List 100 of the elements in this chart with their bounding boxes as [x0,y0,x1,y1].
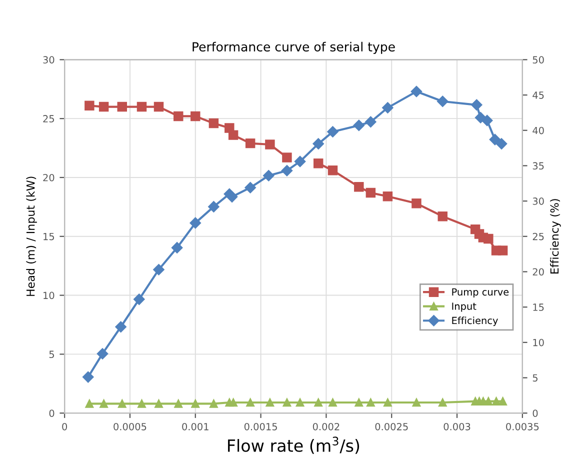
y-tick-label: 0 [49,410,54,417]
legend-label: Pump curve [452,288,509,298]
point [410,86,422,98]
point [353,120,365,132]
point [208,118,219,128]
point [191,400,200,408]
y-tick-label: 5 [49,350,54,358]
point [100,400,108,408]
point [438,211,448,222]
point [266,398,274,407]
point [382,191,393,202]
y2-tick-label: 20 [532,268,544,276]
x-tick-label: 0.0005 [114,422,146,430]
legend-label: Input [452,302,476,312]
y-tick-label: 15 [44,232,54,240]
x-tick-label: 0.002 [312,422,340,430]
y2-tick-label: 0 [532,410,538,417]
point [245,138,256,148]
point [328,166,338,176]
y-axis-title: Head (m) / Input (kW) [26,176,37,296]
point [281,165,293,176]
point [412,398,421,407]
point [96,348,108,360]
point [118,400,126,408]
point [496,138,508,150]
point [174,400,183,408]
point [265,140,275,150]
point [134,294,145,305]
point [354,182,364,192]
point [384,398,392,407]
point [312,138,324,150]
point [282,152,292,162]
point [226,191,238,202]
x-tick-label: 0.001 [182,422,208,430]
y-tick-label: 10 [44,292,54,300]
y2-tick-label: 35 [532,162,544,170]
x-tick-label: 0.0035 [506,422,539,430]
y2-tick-label: 50 [532,56,544,64]
point [228,130,238,140]
point [294,156,306,168]
point [498,246,508,256]
point [365,116,376,128]
point [382,102,394,114]
x-tick-label: 0.0015 [244,422,277,430]
point [154,400,163,408]
point [84,100,94,110]
point [314,398,323,407]
y-tick-label: 25 [43,115,54,122]
point [327,126,338,138]
point [482,114,493,126]
point [117,102,127,112]
point [263,170,274,182]
point [138,400,146,408]
point [313,158,324,168]
point [498,397,507,406]
point [174,111,184,122]
point [154,102,164,112]
point [190,111,200,122]
x-axis-title: Flow rate (m$^{3}$/s) [228,436,360,454]
point [296,398,304,407]
point [354,398,364,407]
point [328,398,337,407]
y2-tick-label: 5 [532,374,538,382]
y-tick-label: 20 [43,174,54,182]
legend-label: Efficiency [452,316,498,326]
x-tick-label: 0.003 [444,422,470,430]
point [246,398,254,407]
point [438,398,447,407]
point [190,217,201,229]
point [136,102,147,112]
point [492,397,500,406]
point [366,188,376,198]
point [471,99,482,111]
y2-tick-label: 15 [533,304,544,311]
y2-tick-label: 25 [532,232,544,240]
point [437,96,448,107]
point [229,398,238,407]
point [115,321,126,332]
chart-title: Performance curve of serial type [192,42,395,54]
x-tick-label: 0.0025 [375,422,408,430]
y2-axis-title: Efficiency (%) [550,199,561,274]
y2-tick-label: 30 [532,198,544,205]
point [210,400,218,408]
y2-tick-label: 45 [532,92,544,99]
point [153,264,164,276]
point [171,242,183,254]
point [366,398,375,407]
point [412,198,422,208]
y-tick-label: 30 [43,56,54,64]
point [244,182,256,194]
point [484,234,494,244]
point [282,398,292,407]
point [208,201,220,212]
x-tick-label: 0 [62,422,68,430]
point [98,102,109,112]
y2-tick-label: 40 [532,126,544,134]
point [85,400,94,408]
y2-tick-label: 10 [533,338,544,346]
point [489,134,501,146]
point [82,371,94,383]
